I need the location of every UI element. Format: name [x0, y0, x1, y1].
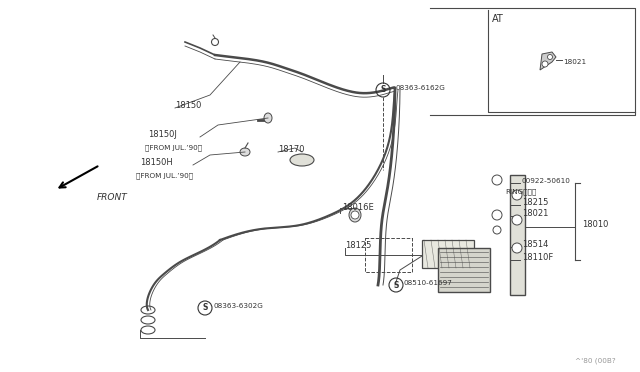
Circle shape — [547, 55, 552, 60]
Text: 18150H: 18150H — [140, 158, 173, 167]
Circle shape — [512, 243, 522, 253]
Text: 18215: 18215 — [522, 198, 548, 207]
Bar — [422, 240, 474, 268]
Ellipse shape — [264, 113, 272, 123]
Ellipse shape — [290, 154, 314, 166]
Text: S: S — [380, 86, 386, 94]
Text: 18170: 18170 — [278, 145, 305, 154]
Text: 18021: 18021 — [563, 59, 586, 65]
Ellipse shape — [240, 148, 250, 156]
Text: ^'80 (00B?: ^'80 (00B? — [575, 357, 616, 363]
Text: 〈FROM JUL.’90〉: 〈FROM JUL.’90〉 — [145, 144, 202, 151]
Polygon shape — [438, 248, 490, 292]
Text: 08363-6162G: 08363-6162G — [395, 85, 445, 91]
Text: 08363-6302G: 08363-6302G — [213, 303, 263, 309]
Polygon shape — [540, 52, 556, 70]
Circle shape — [512, 215, 522, 225]
Text: 18016E: 18016E — [342, 203, 374, 212]
Circle shape — [542, 61, 548, 67]
Text: 08510-61697: 08510-61697 — [404, 280, 453, 286]
Text: S: S — [202, 304, 208, 312]
Text: 18125: 18125 — [345, 241, 371, 250]
Text: 00922-50610: 00922-50610 — [522, 178, 571, 184]
Text: 18150J: 18150J — [148, 130, 177, 139]
Circle shape — [512, 190, 522, 200]
Text: RINGリング: RINGリング — [505, 188, 536, 195]
Ellipse shape — [349, 208, 361, 222]
Text: 18150: 18150 — [175, 101, 202, 110]
Text: AT: AT — [492, 14, 504, 24]
Text: S: S — [394, 280, 399, 289]
Text: 18021: 18021 — [522, 209, 548, 218]
Text: 18010: 18010 — [582, 220, 609, 229]
Polygon shape — [510, 175, 525, 295]
Text: 18110F: 18110F — [522, 253, 553, 262]
Circle shape — [351, 211, 359, 219]
Text: FRONT: FRONT — [97, 193, 128, 202]
Text: 〈FROM JUL.’90〉: 〈FROM JUL.’90〉 — [136, 172, 193, 179]
Text: 18514: 18514 — [522, 240, 548, 249]
